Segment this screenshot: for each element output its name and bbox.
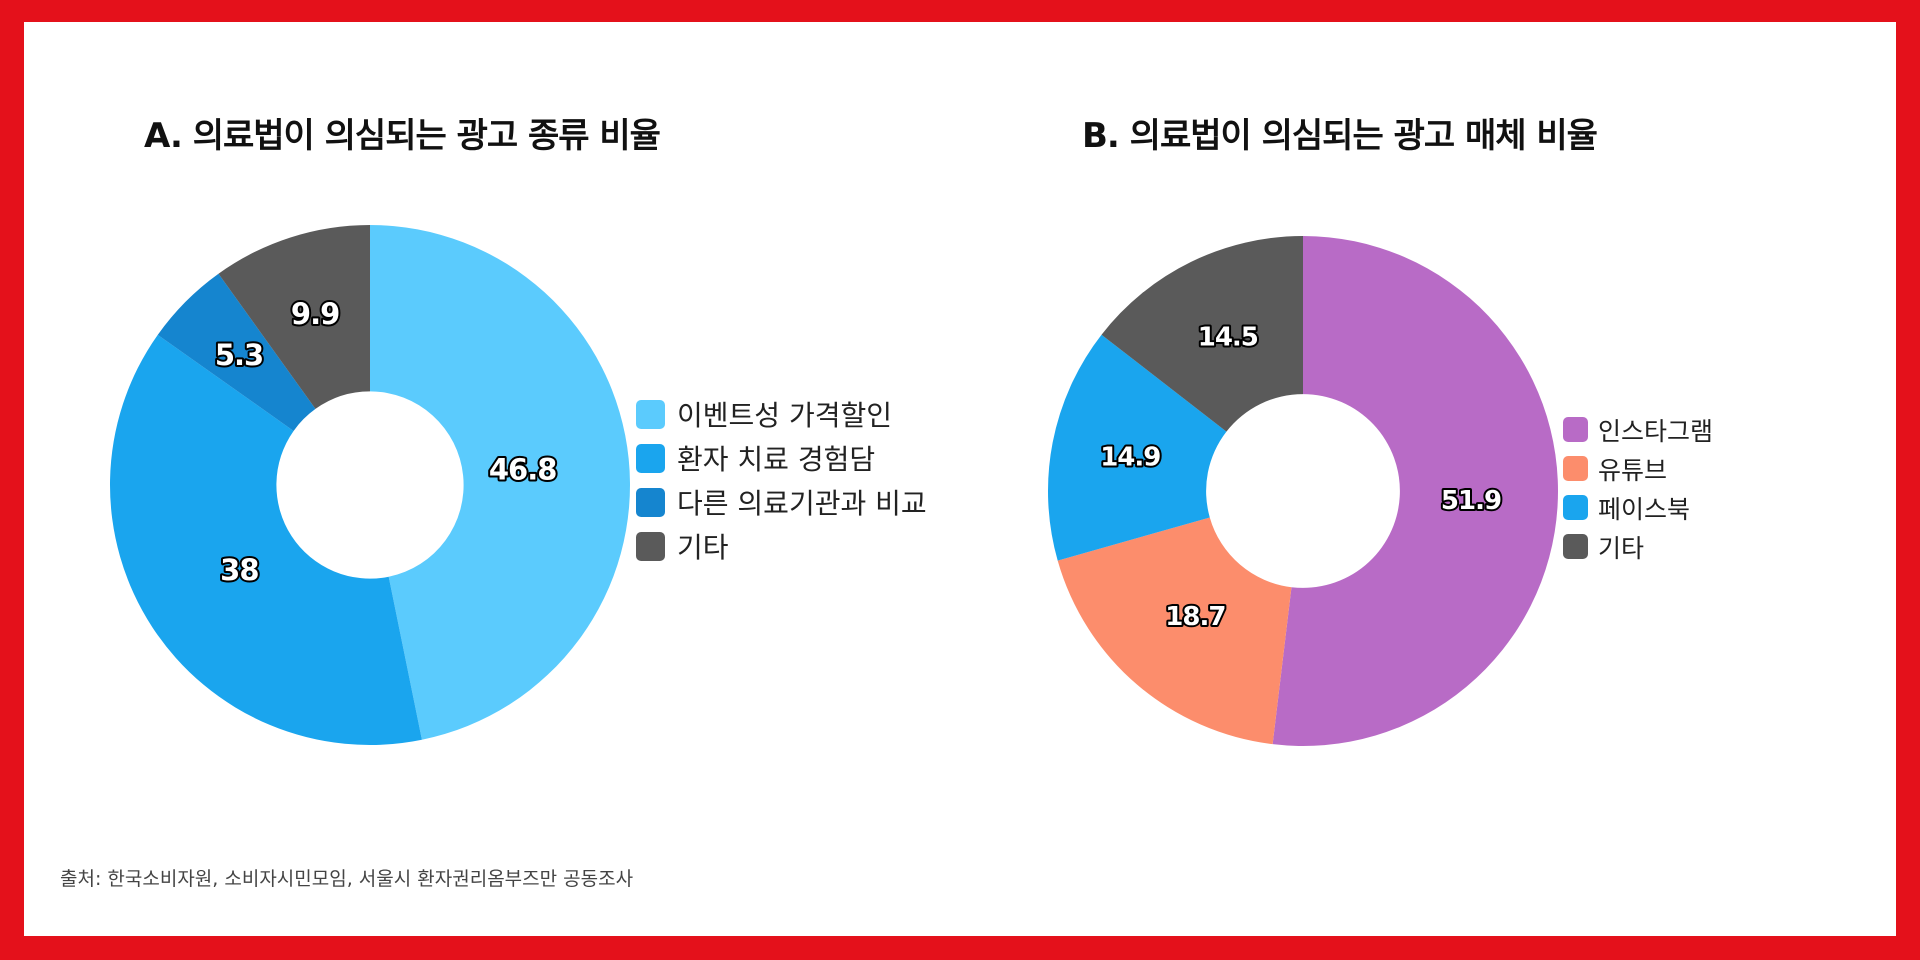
legend-item: 페이스북 xyxy=(1563,488,1713,527)
donut-slice xyxy=(370,225,630,740)
chart-a-legend: 이벤트성 가격할인 환자 치료 경험담 다른 의료기관과 비교 기타 xyxy=(636,392,927,568)
legend-item: 유튜브 xyxy=(1563,449,1713,488)
legend-swatch xyxy=(1563,495,1588,520)
legend-label: 기타 xyxy=(677,531,729,564)
donut-slice xyxy=(157,273,316,431)
legend-swatch xyxy=(636,487,665,517)
legend-swatch xyxy=(636,531,665,561)
legend-item: 기타 xyxy=(636,524,927,568)
chart-b-legend: 인스타그램 유튜브 페이스북 기타 xyxy=(1563,410,1713,566)
legend-label: 유튜브 xyxy=(1598,455,1668,485)
legend-item: 이벤트성 가격할인 xyxy=(636,392,927,436)
donut-slice xyxy=(1057,517,1292,745)
donut-slice xyxy=(1272,236,1558,746)
legend-label: 기타 xyxy=(1598,533,1645,563)
chart-b-title: B. 의료법이 의심되는 광고 매체 비율 xyxy=(1082,116,1598,156)
data-label: 9.9 xyxy=(291,297,339,331)
data-label: 46.8 xyxy=(489,453,557,487)
chart-a-donut: 46.8 38 5.3 9.9 xyxy=(110,225,630,745)
legend-swatch xyxy=(636,399,665,429)
donut-slice xyxy=(1048,334,1227,561)
data-label: 18.7 xyxy=(1165,602,1225,632)
data-label: 5.3 xyxy=(215,338,263,372)
legend-label: 페이스북 xyxy=(1598,494,1691,524)
data-label: 51.9 xyxy=(1441,486,1501,516)
legend-item: 환자 치료 경험담 xyxy=(636,436,927,480)
legend-label: 이벤트성 가격할인 xyxy=(677,399,892,432)
donut-slice xyxy=(110,334,422,745)
legend-item: 기타 xyxy=(1563,527,1713,566)
legend-label: 인스타그램 xyxy=(1598,416,1714,446)
legend-item: 다른 의료기관과 비교 xyxy=(636,480,927,524)
donut-slice xyxy=(218,225,370,409)
chart-a-title: A. 의료법이 의심되는 광고 종류 비율 xyxy=(144,116,661,156)
source-note: 출처: 한국소비자원, 소비자시민모임, 서울시 환자권리옴부즈만 공동조사 xyxy=(60,868,634,890)
legend-label: 환자 치료 경험담 xyxy=(677,443,876,476)
legend-swatch xyxy=(1563,534,1588,559)
chart-b-donut: 51.9 18.7 14.9 14.5 xyxy=(1048,236,1558,746)
donut-slice xyxy=(1101,236,1303,432)
legend-swatch xyxy=(1563,456,1588,481)
legend-swatch xyxy=(636,443,665,473)
data-label: 14.9 xyxy=(1100,442,1160,472)
legend-swatch xyxy=(1563,417,1588,442)
legend-label: 다른 의료기관과 비교 xyxy=(677,487,927,520)
legend-item: 인스타그램 xyxy=(1563,410,1713,449)
data-label: 14.5 xyxy=(1198,323,1258,353)
data-label: 38 xyxy=(220,553,258,587)
